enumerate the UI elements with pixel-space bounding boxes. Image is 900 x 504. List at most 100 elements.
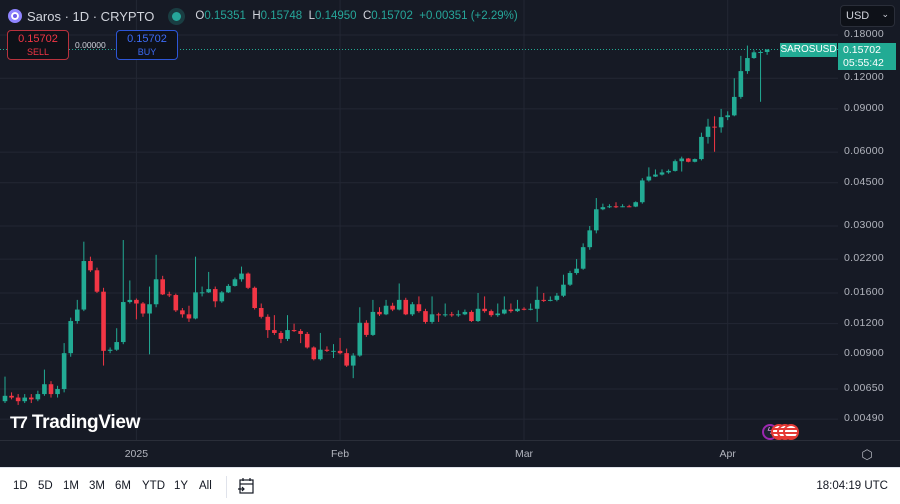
- candle-up: [692, 158, 698, 163]
- candle-body: [403, 299, 409, 315]
- candle-up: [239, 266, 244, 282]
- candle-up: [42, 369, 47, 396]
- candle-body: [607, 206, 612, 208]
- candle-down: [626, 204, 632, 208]
- candle-up: [226, 284, 231, 294]
- calendar-goto-icon[interactable]: [237, 477, 255, 495]
- candle-body: [377, 311, 382, 315]
- utc-clock[interactable]: 18:04:19 UTC: [816, 480, 888, 492]
- candle-body: [620, 206, 625, 208]
- candle-up: [554, 293, 560, 302]
- candle-body: [166, 294, 172, 296]
- candle-body: [94, 270, 100, 292]
- range-1m[interactable]: 1M: [63, 480, 79, 492]
- candle-down: [265, 314, 271, 338]
- candle-body: [370, 311, 376, 335]
- range-1d[interactable]: 1D: [13, 480, 28, 492]
- candle-up: [639, 178, 645, 204]
- candle-body: [357, 322, 363, 356]
- candle-up: [699, 132, 704, 161]
- candle-up: [61, 343, 67, 393]
- candle-body: [15, 397, 21, 402]
- candle-body: [61, 353, 67, 390]
- sell-button[interactable]: 0.15702 SELL: [7, 30, 69, 60]
- divider: [226, 476, 227, 498]
- candle-up: [456, 310, 461, 317]
- time-axis[interactable]: [0, 440, 900, 467]
- range-1y[interactable]: 1Y: [174, 480, 189, 492]
- bottom-toolbar: 1D 5D 1M 3M 6M YTD 1Y All 18:04:19 UTC: [0, 467, 900, 504]
- candle-up: [725, 111, 730, 121]
- range-ytd[interactable]: YTD: [142, 480, 165, 492]
- candle-up: [114, 328, 119, 351]
- economic-events[interactable]: ϟ: [762, 424, 807, 440]
- candle-body: [324, 349, 330, 351]
- spread-value: 0.00000: [75, 40, 106, 50]
- candle-up: [580, 243, 586, 270]
- candle-up: [751, 50, 757, 59]
- tradingview-logo[interactable]: T7 TradingView: [10, 412, 140, 434]
- candle-up: [738, 55, 744, 99]
- candle-body: [672, 161, 678, 171]
- candle-down: [469, 310, 474, 322]
- price-tick-label: 0.03000: [844, 219, 885, 231]
- candle-up: [219, 291, 225, 303]
- range-5d[interactable]: 5D: [38, 480, 53, 492]
- currency-select[interactable]: USD ⌄: [840, 5, 895, 27]
- candle-body: [712, 126, 717, 128]
- candle-up: [120, 240, 126, 345]
- buy-price: 0.15702: [127, 33, 167, 45]
- range-3m[interactable]: 3M: [89, 480, 105, 492]
- candle-down: [212, 286, 218, 308]
- candle-body: [199, 292, 205, 294]
- candle-up: [396, 283, 402, 311]
- candle-body: [764, 49, 770, 52]
- candle-body: [147, 304, 152, 314]
- last-price: 0.15702: [843, 44, 881, 56]
- candle-up: [745, 45, 750, 74]
- candle-body: [469, 311, 474, 322]
- candle-body: [429, 314, 435, 322]
- chevron-down-icon: ⌄: [881, 9, 889, 19]
- candle-up: [705, 118, 711, 144]
- candle-down: [15, 394, 21, 405]
- candle-down: [48, 381, 54, 398]
- symbol-header: Saros · 1D · CRYPTO O0.15351 H0.15748 L0…: [8, 7, 518, 25]
- candle-body: [410, 304, 415, 315]
- symbol-title[interactable]: Saros · 1D · CRYPTO: [27, 8, 155, 24]
- candle-body: [35, 394, 41, 400]
- candle-down: [245, 272, 251, 290]
- candle-body: [639, 180, 645, 203]
- candle-body: [502, 309, 507, 314]
- settings-icon[interactable]: ⬡: [861, 447, 873, 462]
- candle-up: [68, 317, 73, 357]
- candle-body: [88, 261, 93, 271]
- candle-down: [488, 309, 494, 317]
- candle-down: [252, 286, 257, 310]
- candle-body: [206, 289, 211, 293]
- ohlc-readout: O0.15351 H0.15748 L0.14950 C0.15702 +0.0…: [195, 10, 517, 22]
- currency-value: USD: [846, 10, 870, 22]
- price-tick-label: 0.04500: [844, 175, 885, 188]
- candle-down: [685, 157, 691, 163]
- candle-up: [620, 204, 625, 208]
- candle-body: [758, 51, 763, 53]
- candle-down: [403, 297, 409, 316]
- range-all[interactable]: All: [199, 480, 212, 492]
- candle-body: [344, 353, 349, 366]
- candle-up: [81, 241, 87, 312]
- candle-body: [692, 159, 698, 162]
- range-6m[interactable]: 6M: [115, 480, 131, 492]
- candle-up: [442, 303, 448, 317]
- close-label: C: [362, 10, 372, 22]
- chart-area[interactable]: Saros · 1D · CRYPTO O0.15351 H0.15748 L0…: [0, 0, 900, 467]
- candlestick-plot[interactable]: [0, 0, 838, 440]
- candle-down: [416, 296, 422, 313]
- candle-body: [193, 292, 198, 319]
- candle-body: [646, 176, 652, 181]
- candle-body: [436, 314, 441, 316]
- us-flag-event-icon[interactable]: [783, 424, 799, 440]
- candle-down: [337, 337, 343, 355]
- candle-body: [252, 287, 257, 309]
- buy-button[interactable]: 0.15702 BUY: [116, 30, 178, 60]
